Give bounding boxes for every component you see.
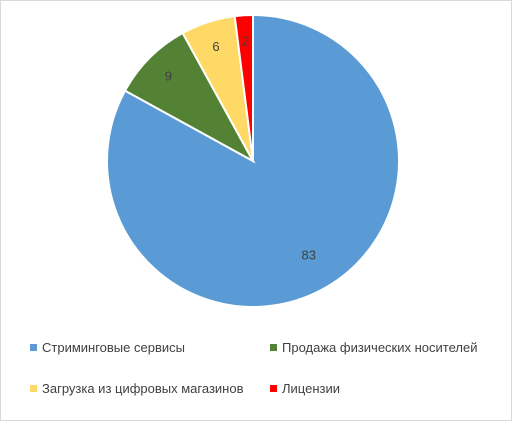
pie-slice-physical xyxy=(123,31,256,164)
data-label-streaming: 83 xyxy=(302,247,316,262)
data-label-physical: 9 xyxy=(165,68,172,83)
data-label-licenses: 2 xyxy=(242,34,249,49)
data-label-downloads: 6 xyxy=(212,39,219,54)
pie-slice-licenses xyxy=(233,13,254,162)
